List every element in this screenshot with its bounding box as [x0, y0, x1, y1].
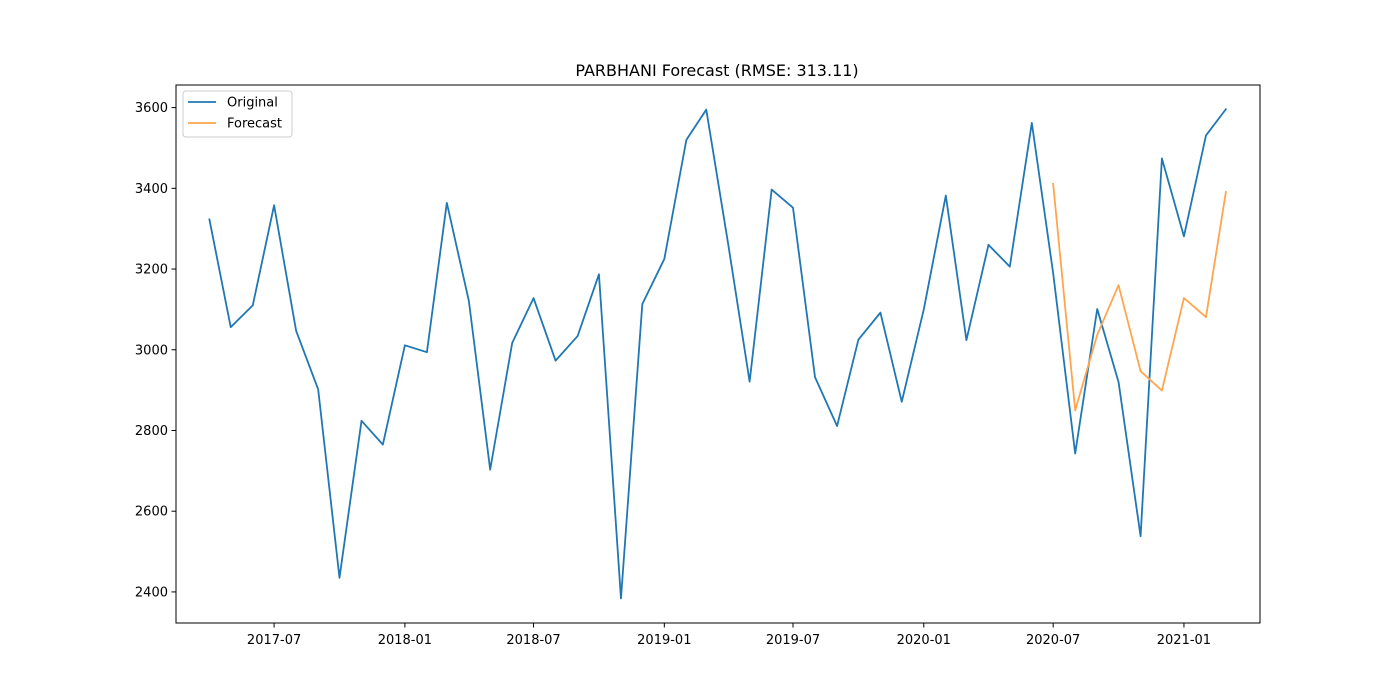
plot-frame [175, 84, 1261, 624]
series-layer [208, 107, 1228, 600]
x-tick-label: 2019-07 [766, 633, 820, 648]
y-tick-label: 2400 [135, 585, 168, 600]
legend-label-forecast: Forecast [227, 117, 282, 132]
chart-title: PARBHANI Forecast (RMSE: 313.11) [575, 61, 858, 80]
y-tick-label: 3400 [135, 182, 168, 197]
legend-label-original: Original [227, 96, 278, 111]
x-tick-label: 2020-07 [1026, 633, 1080, 648]
y-tick-label: 3600 [135, 101, 168, 116]
y-tick-label: 3000 [135, 343, 168, 358]
x-tick-label: 2021-01 [1157, 633, 1211, 648]
plot-axes: 2400 2600 2800 3000 3200 3400 3600 2017-07 2018-… [135, 84, 1261, 648]
y-tick-label: 3200 [135, 263, 168, 278]
legend: Original Forecast [182, 90, 293, 138]
series-line-forecast [1052, 182, 1227, 412]
x-tick-label: 2018-01 [378, 633, 432, 648]
x-tick-label: 2017-07 [247, 633, 301, 648]
series-line-original [208, 107, 1228, 600]
x-tick-label: 2018-07 [506, 633, 560, 648]
y-tick-label: 2600 [135, 505, 168, 520]
y-tick-label: 2800 [135, 424, 168, 439]
x-tick-label: 2020-01 [897, 633, 951, 648]
x-tick-label: 2019-01 [637, 633, 691, 648]
